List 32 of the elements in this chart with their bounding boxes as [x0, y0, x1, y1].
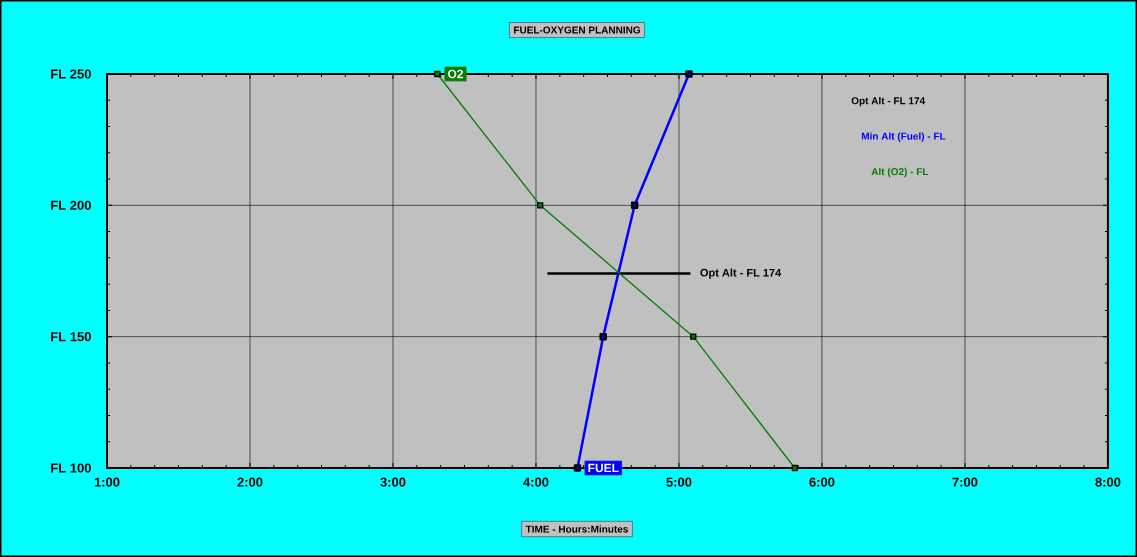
point	[690, 333, 697, 340]
point	[434, 70, 441, 78]
x-tick-label: 6:00	[809, 477, 835, 487]
y-axis-title: FL	[51, 463, 66, 473]
point	[599, 332, 607, 341]
point	[537, 202, 544, 209]
x-tick-label: 5:00	[666, 477, 692, 487]
text: Min Alt (Fuel) - FL	[861, 132, 946, 142]
annotation: FUEL	[588, 463, 619, 473]
y-tick-label: 100	[70, 463, 91, 473]
text: FL	[51, 200, 66, 210]
annotation: O2	[448, 69, 464, 79]
chart-title: FUEL-OXYGEN PLANNING	[514, 26, 640, 34]
x-axis-title: TIME - Hours:Minutes	[525, 525, 628, 533]
y-tick-label: 250	[70, 69, 91, 79]
point	[791, 464, 798, 472]
annotation: Opt Alt - FL 174	[700, 268, 782, 279]
y-tick-label: 150	[70, 332, 91, 342]
x-tick-label: 7:00	[952, 477, 978, 487]
x-tick-label: 4:00	[523, 477, 549, 487]
x-tick-label: 1:00	[94, 477, 120, 487]
x-tick-label: 8:00	[1095, 477, 1121, 487]
point	[573, 464, 582, 472]
x-tick-label: 3:00	[380, 477, 406, 487]
annotation: Opt Alt - FL 174	[851, 96, 926, 107]
x-tick-label: 2:00	[237, 477, 263, 487]
text: Alt (O2) - FL	[871, 167, 929, 178]
text: FL	[51, 69, 66, 79]
point	[630, 201, 639, 210]
y-tick-label: 200	[70, 200, 91, 210]
point	[685, 70, 693, 78]
text: FL	[51, 332, 66, 342]
